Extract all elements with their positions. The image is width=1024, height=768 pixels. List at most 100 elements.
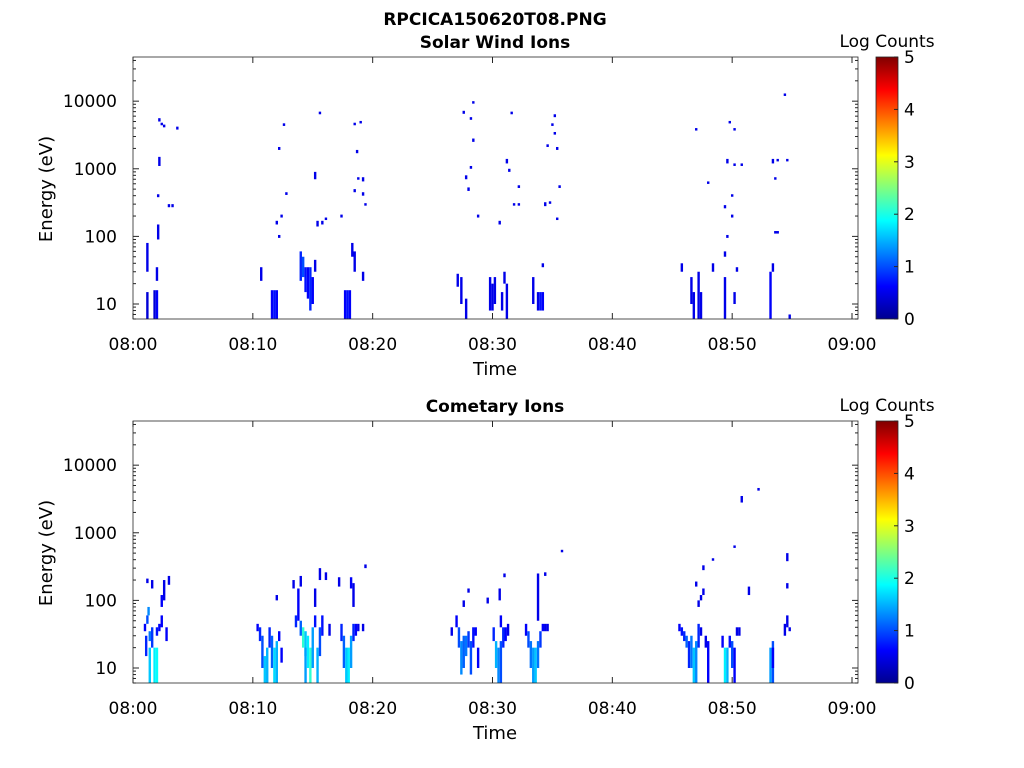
data-cell (357, 623, 360, 632)
data-cell (343, 290, 347, 319)
x-tick-label: 08:50 (708, 335, 757, 355)
data-cell (690, 635, 693, 668)
data-cell (313, 171, 317, 180)
data-cell (270, 635, 274, 668)
data-cell (541, 292, 545, 311)
data-cell (311, 277, 314, 304)
data-cell (723, 205, 727, 209)
x-tick-label: 08:40 (588, 699, 637, 719)
data-cell (774, 231, 777, 234)
y-tick-label: 10000 (63, 456, 117, 476)
data-cell (260, 267, 263, 281)
data-cell (711, 263, 715, 272)
figure-title: RPCICA150620T08.PNG (383, 10, 606, 30)
data-cell (165, 627, 168, 642)
data-cell (347, 647, 350, 683)
data-cell (256, 623, 259, 632)
data-cell (313, 259, 317, 272)
data-cell (695, 128, 698, 131)
data-cell (148, 631, 151, 642)
data-cell (160, 615, 163, 628)
data-cell (504, 627, 507, 642)
data-cell (316, 647, 319, 683)
data-cell (155, 627, 159, 636)
x-tick-label: 09:00 (828, 699, 877, 719)
x-tick-label: 08:10 (228, 335, 277, 355)
data-cell (510, 111, 513, 115)
data-cell (462, 600, 465, 607)
data-cell (464, 635, 468, 657)
data-cell (536, 292, 540, 311)
colorbar-tick-label: 0 (904, 310, 915, 330)
data-cell (153, 647, 156, 683)
data-cell (687, 641, 691, 668)
data-cell (318, 568, 322, 581)
data-cell (294, 615, 298, 628)
x-tick-label: 08:30 (468, 335, 517, 355)
data-cell (539, 631, 542, 648)
data-cell (311, 627, 314, 668)
data-cell (527, 631, 530, 648)
data-cell (680, 263, 684, 272)
data-cell (171, 204, 174, 208)
data-cell (771, 647, 775, 668)
data-cell (769, 271, 772, 319)
data-cell (349, 577, 353, 589)
data-cell (506, 623, 510, 636)
data-cell (324, 217, 328, 221)
data-cell (747, 586, 751, 596)
data-cell (711, 558, 715, 561)
data-cell (258, 627, 262, 642)
y-tick-label: 10 (95, 295, 117, 315)
data-cell (695, 581, 698, 587)
data-cell (757, 487, 760, 491)
panel-title: Cometary Ions (426, 397, 565, 417)
panel-title: Solar Wind Ions (420, 33, 571, 53)
data-cell (146, 242, 149, 272)
data-cell (147, 606, 150, 616)
data-cell (340, 214, 343, 218)
data-cell (539, 292, 542, 311)
data-cell (733, 647, 736, 683)
data-cell (503, 573, 506, 578)
data-cell (467, 631, 470, 648)
data-cell (280, 647, 283, 663)
data-cell (702, 565, 705, 571)
data-cell (769, 647, 772, 683)
data-cell (546, 623, 549, 632)
data-cell (464, 298, 468, 319)
data-cell (299, 620, 302, 636)
data-cell (486, 597, 489, 604)
data-cell (156, 224, 160, 240)
data-cell (721, 635, 724, 648)
data-cell (702, 588, 705, 596)
data-cell (536, 573, 540, 621)
data-cell (726, 234, 729, 238)
data-cell (534, 647, 537, 683)
data-cell (143, 623, 147, 632)
data-cell (353, 251, 356, 272)
data-cell (498, 220, 501, 225)
data-cell (723, 251, 727, 257)
data-cell (776, 231, 779, 234)
data-cell (786, 583, 789, 589)
data-cell (355, 149, 359, 154)
colorbar (875, 420, 899, 684)
data-cell (301, 256, 305, 278)
data-cell (146, 292, 149, 319)
data-cell (723, 277, 727, 319)
data-cell (162, 580, 166, 601)
data-cell (783, 623, 787, 636)
data-cell (275, 220, 278, 225)
data-cell (476, 214, 480, 218)
colorbar-tick-label: 4 (904, 464, 915, 484)
data-cell (364, 564, 367, 569)
data-cell (505, 158, 509, 164)
data-cell (158, 623, 161, 632)
data-cell (524, 623, 528, 636)
data-cell (270, 290, 274, 319)
data-cell (786, 553, 789, 562)
x-tick-label: 08:10 (228, 699, 277, 719)
data-cell (278, 631, 281, 642)
colorbar-tick-label: 2 (904, 569, 915, 589)
